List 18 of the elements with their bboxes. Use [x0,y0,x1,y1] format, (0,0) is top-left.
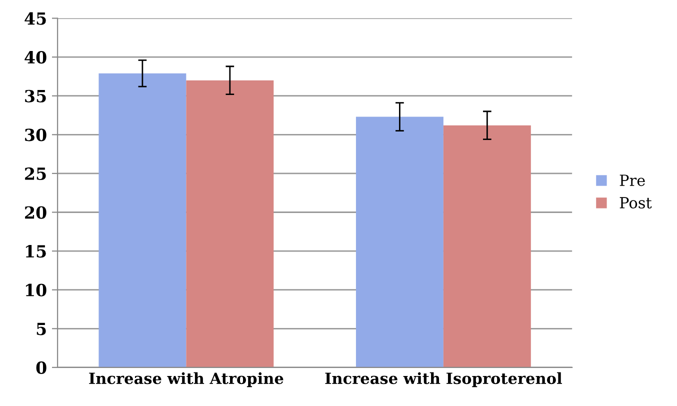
y-tick-label: 35 [25,90,46,102]
y-tick-label: 5 [36,322,46,336]
y-tick-label: 0 [36,361,46,374]
y-tick-label: 25 [25,167,46,180]
bar [98,73,186,368]
bar [443,125,531,368]
x-tick-label: Increase with Atropine [89,372,284,388]
y-tick-label: 10 [26,284,46,296]
y-tick-label: 30 [25,128,46,142]
y-tick-label: 45 [24,12,46,25]
y-tick-label: 20 [25,206,46,219]
bar [356,116,444,368]
y-tick-label: 40 [24,51,46,64]
y-tick-label: 15 [26,245,46,258]
x-tick-label: Increase with Isoproterenol [325,372,562,388]
bar [186,80,274,368]
legend-label: Pre [620,174,645,186]
legend-label: Post [620,197,652,208]
